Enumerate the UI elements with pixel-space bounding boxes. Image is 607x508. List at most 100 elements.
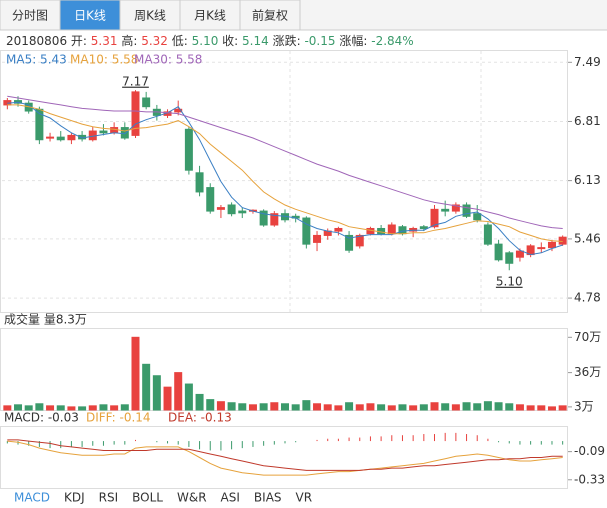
candle-body <box>483 224 492 245</box>
candle-body <box>547 241 556 249</box>
volume-bar <box>88 405 97 411</box>
legend-entry: MA30: 5.58 <box>134 53 202 67</box>
legend-entry: MA5: 5.43 <box>6 53 67 67</box>
tab-label[interactable]: 周K线 <box>134 9 166 23</box>
volume-bar <box>99 404 108 411</box>
candle-body <box>216 207 225 210</box>
volume-bar <box>67 406 76 411</box>
volume-bar <box>398 404 407 411</box>
candle-body <box>302 217 311 245</box>
y-tick-label: 36万 <box>574 365 601 379</box>
candle-body <box>515 250 524 258</box>
candle-body <box>334 227 343 232</box>
y-tick-label: 6.81 <box>574 114 601 128</box>
volume-bar <box>227 402 236 411</box>
legend-entry: MA10: 5.58 <box>70 53 138 67</box>
candle-body <box>494 243 503 261</box>
panel-title: 成交量 量8.3万 <box>4 312 87 327</box>
volume-bar <box>248 404 257 411</box>
volume-bar <box>35 403 44 411</box>
ma-line <box>7 104 563 242</box>
indicator-tab[interactable]: BOLL <box>132 491 163 505</box>
candle-body <box>441 208 450 212</box>
indicator-tab[interactable]: VR <box>296 491 313 505</box>
volume-bar <box>270 402 279 411</box>
info-label: 涨跌: <box>273 33 301 48</box>
y-tick-label: 4.78 <box>574 291 601 305</box>
tab-label[interactable]: 前复权 <box>252 8 288 23</box>
candle-body <box>505 252 514 264</box>
candle-body <box>67 134 76 141</box>
tab[interactable] <box>179 0 241 31</box>
volume-bar <box>473 403 482 411</box>
tab-label[interactable]: 分时图 <box>12 9 48 23</box>
indicator-tab[interactable]: RSI <box>99 491 119 505</box>
volume-bar <box>291 404 300 411</box>
volume-bar <box>345 402 354 411</box>
volume-bar <box>195 393 204 411</box>
info-label: 高: <box>121 33 137 48</box>
volume-bar <box>14 404 23 411</box>
volume-bar <box>483 401 492 411</box>
candle-body <box>174 108 183 113</box>
legend-entry: DEA: -0.13 <box>168 411 232 425</box>
extreme-label: 5.10 <box>496 275 523 289</box>
volume-bar <box>24 405 33 411</box>
candle-body <box>387 224 396 235</box>
tab[interactable] <box>239 0 301 31</box>
volume-bar <box>313 403 322 411</box>
candle-body <box>537 247 546 250</box>
volume-bar <box>174 372 183 411</box>
volume-bar <box>462 402 471 411</box>
indicator-tab[interactable]: BIAS <box>254 491 282 505</box>
y-tick-label: -0.33 <box>574 472 605 486</box>
indicator-tab[interactable]: W&R <box>177 491 207 505</box>
candle-body <box>227 204 236 215</box>
volume-bar <box>419 404 428 411</box>
volume-bar <box>451 404 460 411</box>
candle-body <box>313 234 322 243</box>
volume-bar <box>302 400 311 411</box>
volume-bar <box>281 403 289 411</box>
tab-label[interactable]: 月K线 <box>194 9 226 23</box>
volume-bar <box>46 405 55 411</box>
candle-body <box>451 204 460 212</box>
volume-panel-frame <box>0 328 568 411</box>
extreme-label: 7.17 <box>122 75 149 89</box>
ma-line <box>7 101 563 256</box>
volume-bar <box>131 336 140 411</box>
candle-body <box>131 91 140 136</box>
candle-body <box>195 172 204 193</box>
info-label: 收: <box>222 34 238 48</box>
volume-bar <box>120 404 129 411</box>
indicator-tab[interactable]: KDJ <box>64 491 85 505</box>
candle-body <box>99 130 108 134</box>
volume-bar <box>366 403 375 411</box>
candle-body <box>419 226 428 229</box>
volume-bar <box>334 405 343 411</box>
info-value: 5.31 <box>91 34 118 48</box>
candle-body <box>270 213 279 226</box>
info-label: 开: <box>71 34 87 48</box>
candle-body <box>558 236 567 245</box>
indicator-tab[interactable]: ASI <box>221 491 240 505</box>
volume-bar <box>355 404 364 411</box>
indicator-tab[interactable]: MACD <box>14 491 50 505</box>
candle-body <box>355 234 364 247</box>
candle-body <box>259 210 268 226</box>
volume-bar <box>259 403 268 411</box>
candle-body <box>238 210 247 214</box>
volume-bar <box>206 399 215 411</box>
tab-label[interactable]: 日K线 <box>74 9 106 23</box>
candle-body <box>120 127 129 139</box>
info-value: 5.14 <box>242 34 269 48</box>
volume-bar <box>323 404 332 411</box>
legend-entry: DIFF: -0.14 <box>86 411 151 425</box>
candle-body <box>473 213 482 221</box>
volume-bar <box>56 405 65 411</box>
info-value: -0.15 <box>304 34 335 48</box>
macd-line <box>7 439 563 471</box>
candle-body <box>206 187 215 212</box>
volume-bar <box>441 403 450 411</box>
